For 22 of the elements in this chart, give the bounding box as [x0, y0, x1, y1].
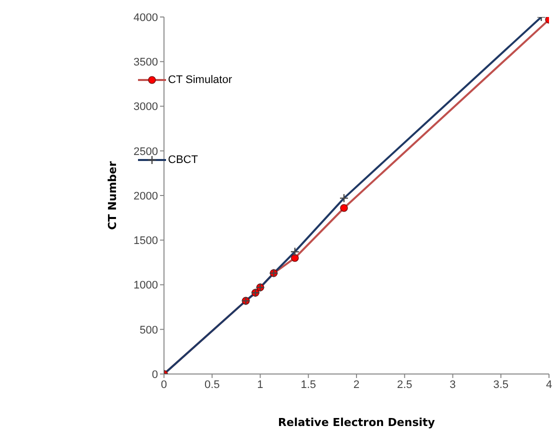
y-tick-label: 3000: [134, 101, 158, 114]
y-tick-label: 4000: [134, 12, 158, 24]
legend-label: CBCT: [168, 153, 198, 168]
legend-label: CT Simulator: [168, 73, 232, 88]
x-tick-label: 0: [160, 378, 168, 391]
y-tick-label: 500: [140, 324, 158, 336]
x-tick-label: 3: [450, 378, 456, 391]
y-tick-label: 1000: [134, 280, 158, 292]
x-tick-label: 2: [353, 378, 360, 391]
x-tick-label: 4: [546, 378, 552, 391]
x-tick-label: 1: [257, 378, 264, 391]
x-tick-label: 2.5: [396, 378, 412, 391]
y-tick-label: 2000: [134, 190, 158, 202]
x-axis-title: Relative Electron Density: [278, 416, 435, 429]
x-tick-label: 1.5: [300, 378, 316, 391]
y-tick-label: 0: [152, 368, 158, 381]
y-tick-label: 1500: [134, 235, 158, 248]
x-tick-label: 3.5: [493, 378, 509, 391]
x-tick-label: 0.5: [204, 378, 220, 391]
y-tick-label: 2500: [134, 146, 158, 158]
y-tick-label: 3500: [134, 56, 158, 69]
y-axis-title: CT Number: [106, 160, 119, 230]
